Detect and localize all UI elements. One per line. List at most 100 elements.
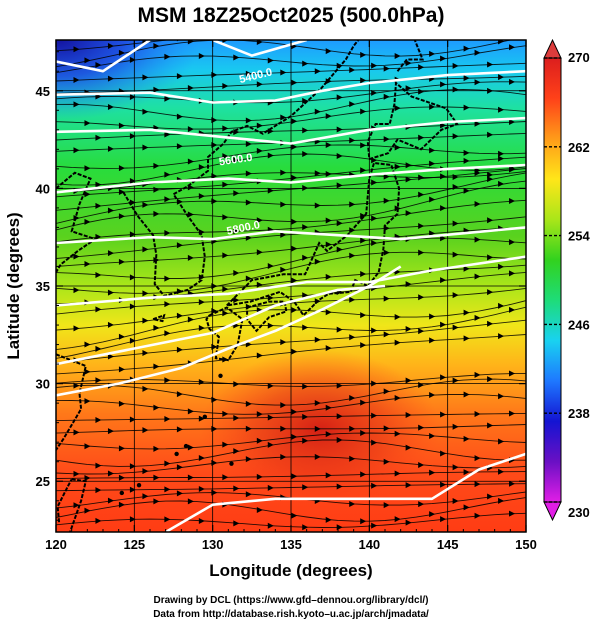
- wind-arrow: [509, 44, 516, 51]
- wind-arrow: [245, 341, 252, 348]
- wind-arrow: [84, 218, 91, 225]
- wind-arrow: [371, 215, 378, 222]
- wind-arrow: [267, 441, 274, 448]
- colorbar-body: [543, 57, 562, 503]
- wind-arrow: [198, 164, 205, 171]
- island: [183, 443, 189, 449]
- wind-arrow: [336, 182, 343, 189]
- wind-arrow: [233, 448, 240, 455]
- wind-arrow: [463, 75, 470, 82]
- wind-arrow: [84, 368, 91, 375]
- wind-arrow: [383, 249, 390, 256]
- wind-arrow: [474, 49, 481, 56]
- chart-title: MSM 18Z25Oct2025 (500.0hPa): [138, 4, 445, 27]
- wind-arrow: [164, 95, 171, 102]
- wind-arrow: [463, 391, 470, 398]
- wind-arrow: [95, 181, 102, 188]
- wind-arrow: [314, 202, 321, 209]
- wind-arrow: [418, 223, 425, 230]
- wind-arrow: [245, 275, 252, 282]
- wind-arrow: [222, 410, 229, 417]
- wind-arrow: [394, 314, 401, 321]
- wind-arrow: [487, 176, 494, 183]
- y-axis-label: Latitude (degrees): [4, 212, 23, 359]
- wind-arrow: [280, 402, 287, 409]
- x-tick-label: 140: [358, 537, 380, 552]
- contour-5450: [56, 69, 526, 104]
- wind-arrow: [509, 166, 516, 173]
- wind-arrow: [418, 328, 425, 335]
- wind-arrow: [107, 289, 114, 296]
- wind-arrow: [164, 486, 171, 493]
- wind-arrow: [360, 212, 367, 219]
- wind-arrow: [176, 143, 183, 150]
- wind-arrow: [267, 152, 274, 159]
- wind-arrow: [463, 149, 470, 156]
- colorbar-min-triangle: [543, 501, 562, 522]
- x-tick-label: 120: [45, 537, 67, 552]
- wind-arrow: [142, 427, 149, 434]
- wind-arrow: [95, 272, 102, 279]
- wind-arrow: [164, 301, 171, 308]
- wind-arrow: [95, 62, 102, 69]
- wind-arrow: [302, 437, 309, 444]
- wind-arrow: [256, 249, 263, 256]
- x-tick-label: 145: [437, 537, 459, 552]
- wind-arrow: [302, 383, 309, 390]
- wind-arrow: [233, 190, 240, 197]
- wind-arrow: [129, 486, 136, 493]
- wind-arrow: [280, 114, 287, 121]
- wind-arrow: [142, 201, 149, 208]
- wind-arrow: [429, 469, 436, 476]
- x-tick-label: 150: [515, 537, 537, 552]
- wind-arrow: [95, 487, 102, 494]
- coast-hokkaido: [366, 80, 459, 161]
- wind-arrow: [440, 277, 447, 284]
- wind-arrow: [176, 346, 183, 353]
- wind-arrow: [84, 120, 91, 127]
- wind-arrow: [291, 512, 298, 519]
- wind-arrow: [233, 485, 240, 492]
- colorbar-tick-label: 238: [568, 406, 590, 421]
- wind-arrow: [176, 391, 183, 398]
- wind-arrow: [267, 322, 274, 329]
- wind-arrow: [371, 482, 378, 489]
- wind-arrow: [153, 445, 160, 452]
- wind-arrow: [211, 32, 217, 38]
- wind-arrow: [452, 133, 459, 140]
- wind-arrow: [95, 233, 102, 240]
- wind-arrow: [95, 377, 102, 384]
- y-tick-label: 40: [36, 181, 50, 196]
- wind-arrow: [142, 493, 149, 500]
- wind-arrow: [487, 320, 494, 327]
- wind-arrow: [325, 431, 332, 438]
- wind-arrow: [405, 519, 412, 526]
- wind-arrow: [418, 34, 424, 40]
- wind-arrow: [394, 163, 401, 170]
- wind-arrow: [452, 423, 459, 430]
- wind-arrow: [176, 73, 183, 80]
- wind-arrow: [487, 289, 494, 296]
- wind-arrow: [474, 236, 481, 243]
- wind-arrow: [349, 101, 356, 108]
- wind-arrow: [256, 81, 263, 88]
- wind-arrow: [222, 125, 229, 132]
- wind-arrow: [280, 201, 287, 208]
- wind-arrow: [360, 51, 367, 58]
- wind-arrow: [360, 471, 367, 478]
- wind-arrow: [405, 444, 412, 451]
- wind-arrow: [383, 458, 390, 465]
- wind-arrow: [463, 504, 470, 511]
- wind-arrow: [405, 60, 412, 67]
- wind-arrow: [463, 309, 470, 316]
- wind-arrow: [405, 411, 412, 418]
- wind-arrow: [394, 144, 401, 151]
- wind-arrow: [302, 60, 309, 67]
- wind-arrow: [418, 134, 425, 141]
- wind-arrow: [164, 53, 171, 60]
- wind-arrow: [107, 428, 114, 435]
- wind-arrow: [325, 48, 332, 55]
- wind-arrow: [233, 269, 240, 276]
- wind-arrow: [118, 333, 125, 340]
